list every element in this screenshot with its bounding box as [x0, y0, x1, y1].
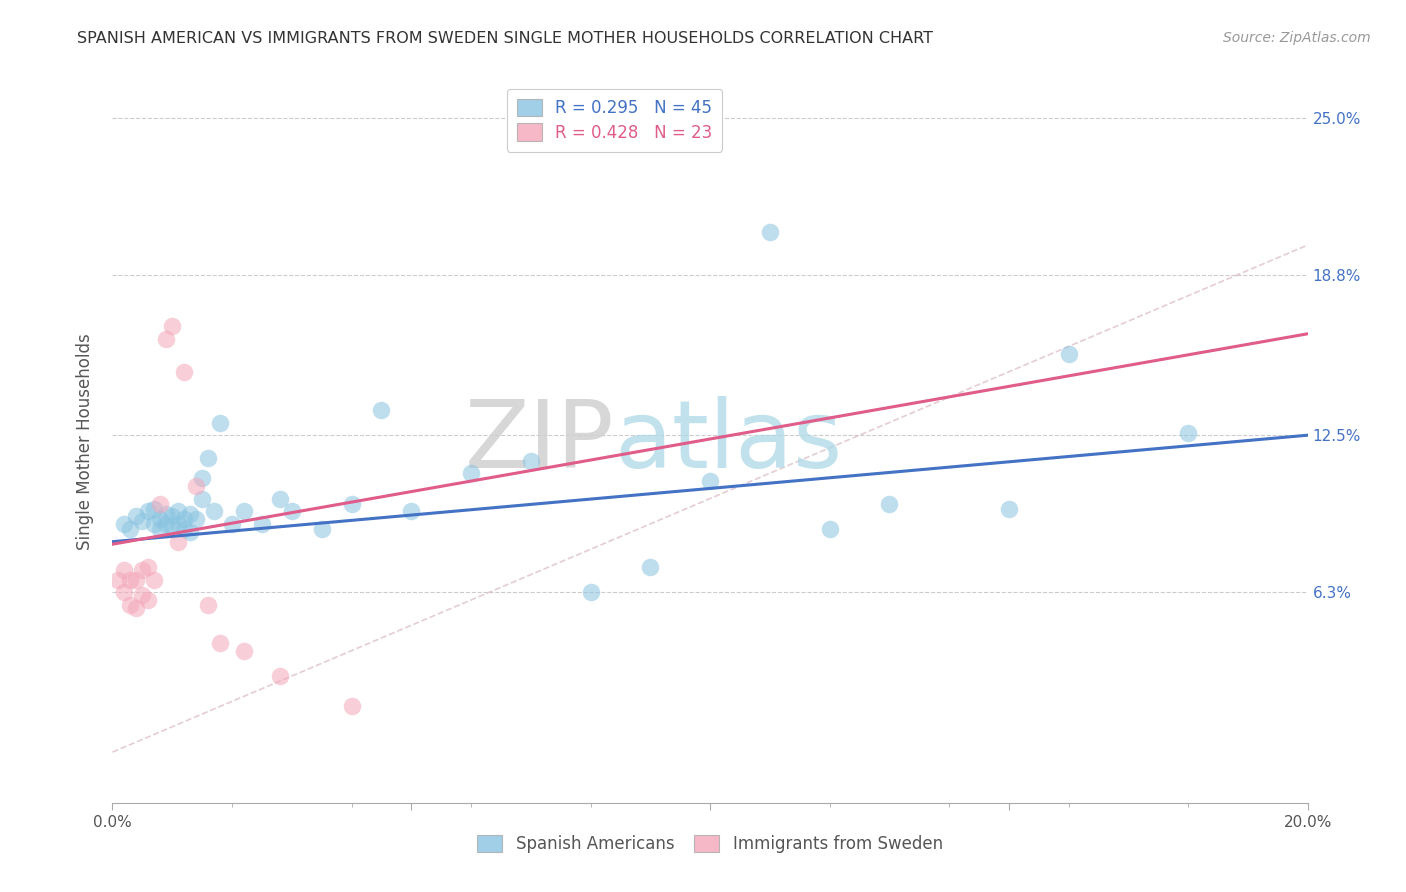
Text: Source: ZipAtlas.com: Source: ZipAtlas.com [1223, 31, 1371, 45]
Point [197, 598, 219, 612]
Point [143, 501, 166, 516]
Point [125, 509, 148, 524]
Point [138, 560, 160, 574]
Point [138, 593, 160, 607]
Point [120, 522, 142, 536]
Point [818, 522, 841, 536]
Point [179, 524, 201, 539]
Point [149, 497, 172, 511]
Point [131, 563, 153, 577]
Point [186, 479, 208, 493]
Text: SPANISH AMERICAN VS IMMIGRANTS FROM SWEDEN SINGLE MOTHER HOUSEHOLDS CORRELATION : SPANISH AMERICAN VS IMMIGRANTS FROM SWED… [77, 31, 934, 46]
Point [114, 563, 135, 577]
Point [162, 519, 183, 533]
Point [269, 491, 291, 506]
Point [640, 560, 662, 574]
Point [233, 643, 256, 657]
Y-axis label: Single Mother Households: Single Mother Households [76, 334, 94, 549]
Point [879, 497, 901, 511]
Point [340, 497, 363, 511]
Point [149, 522, 172, 536]
Point [162, 509, 183, 524]
Point [131, 515, 153, 529]
Point [191, 491, 214, 506]
Point [401, 504, 423, 518]
Point [340, 699, 363, 714]
Text: ZIP: ZIP [465, 395, 614, 488]
Point [998, 501, 1021, 516]
Point [221, 516, 243, 531]
Text: atlas: atlas [614, 395, 842, 488]
Point [460, 467, 482, 481]
Point [202, 504, 225, 518]
Point [125, 573, 148, 587]
Point [155, 507, 177, 521]
Point [209, 416, 232, 430]
Point [269, 669, 291, 683]
Point [173, 522, 195, 536]
Point [131, 588, 153, 602]
Point [281, 504, 304, 518]
Point [1177, 425, 1199, 440]
Point [143, 516, 166, 531]
Point [143, 573, 166, 587]
Point [186, 512, 208, 526]
Point [370, 402, 392, 417]
Point [155, 332, 177, 346]
Point [233, 504, 256, 518]
Point [179, 507, 201, 521]
Point [167, 534, 190, 549]
Point [197, 450, 219, 465]
Point [138, 504, 160, 518]
Point [107, 573, 129, 587]
Point [579, 585, 602, 599]
Point [155, 516, 177, 531]
Point [759, 226, 782, 240]
Point [125, 600, 148, 615]
Legend: Spanish Americans, Immigrants from Sweden: Spanish Americans, Immigrants from Swede… [471, 828, 949, 860]
Point [173, 512, 195, 526]
Point [162, 319, 183, 334]
Point [173, 365, 195, 379]
Point [209, 636, 232, 650]
Point [114, 585, 135, 599]
Point [250, 516, 273, 531]
Point [520, 453, 543, 467]
Point [191, 471, 214, 485]
Point [167, 504, 190, 518]
Point [1057, 347, 1080, 361]
Point [311, 522, 333, 536]
Point [149, 512, 172, 526]
Point [120, 573, 142, 587]
Point [167, 516, 190, 531]
Point [114, 516, 135, 531]
Point [699, 474, 721, 488]
Point [120, 598, 142, 612]
